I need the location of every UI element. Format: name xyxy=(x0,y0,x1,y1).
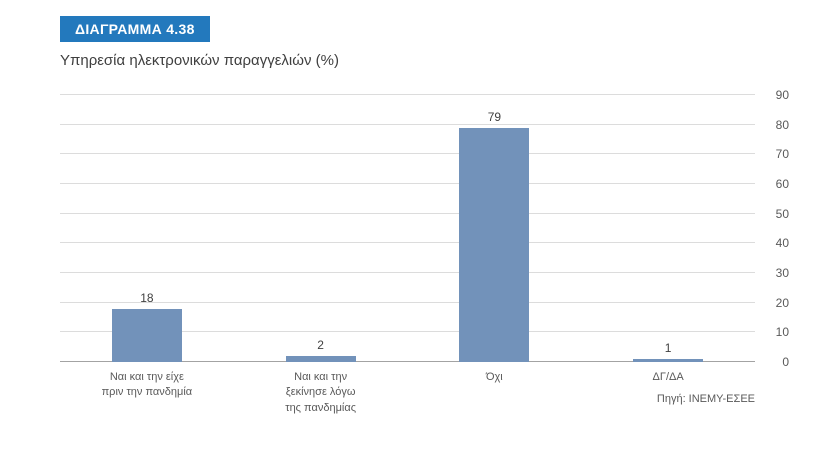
bar xyxy=(111,308,182,362)
category-label: ΔΓ/ΔΑ xyxy=(652,371,684,383)
bar xyxy=(285,356,356,362)
category-label: Ναι και την είχε πριν την πανδημία xyxy=(101,371,193,399)
x-axis-line xyxy=(60,361,755,362)
y-tick-label: 50 xyxy=(775,206,789,221)
y-tick-label: 20 xyxy=(775,295,789,310)
y-axis: 0 10 20 30 40 50 60 70 80 90 xyxy=(765,89,797,368)
gridline xyxy=(60,331,755,333)
bar-slot: 1 xyxy=(581,95,755,362)
bar-slot: 18 xyxy=(60,95,234,362)
bar-value-label: 79 xyxy=(487,109,502,124)
plot-area: 18 2 79 1 xyxy=(60,94,755,362)
chart-title: Υπηρεσία ηλεκτρονικών παραγγελιών (%) xyxy=(60,52,339,69)
y-tick-label: 80 xyxy=(775,117,789,132)
source-note: Πηγή: ΙΝΕΜΥ-ΕΣΕΕ xyxy=(656,393,755,405)
gridline xyxy=(60,242,755,244)
bar-slot: 2 xyxy=(234,95,408,362)
diagram-badge: ΔΙΑΓΡΑΜΜΑ 4.38 xyxy=(60,16,210,42)
y-tick-label: 40 xyxy=(775,236,789,251)
gridline xyxy=(60,153,755,155)
bar-value-label: 1 xyxy=(664,341,672,356)
y-tick-label: 0 xyxy=(782,355,789,369)
bar-value-label: 18 xyxy=(140,290,154,305)
bar-slot: 79 xyxy=(408,95,582,362)
gridline xyxy=(60,94,755,95)
gridline xyxy=(60,301,755,303)
gridline xyxy=(60,272,755,273)
bar xyxy=(633,359,704,362)
gridline xyxy=(60,183,755,184)
y-tick-label: 30 xyxy=(775,266,789,280)
x-axis: Ναι και την είχε πριν την πανδημία Ναι κα… xyxy=(60,370,755,416)
category-label: Ναι και την ξεκίνησε λόγω της πανδημίας xyxy=(285,371,357,414)
gridlines xyxy=(60,94,755,362)
y-tick-label: 70 xyxy=(775,147,789,162)
y-tick-label: 60 xyxy=(775,177,789,191)
bar-value-label: 2 xyxy=(317,338,324,353)
gridline xyxy=(60,123,755,125)
y-tick-label: 10 xyxy=(775,325,789,340)
category-label: Όχι xyxy=(486,371,503,383)
y-tick-label: 90 xyxy=(775,88,789,102)
gridline xyxy=(60,212,755,214)
bar xyxy=(459,127,530,362)
bar-slots: 18 2 79 1 xyxy=(60,95,755,362)
